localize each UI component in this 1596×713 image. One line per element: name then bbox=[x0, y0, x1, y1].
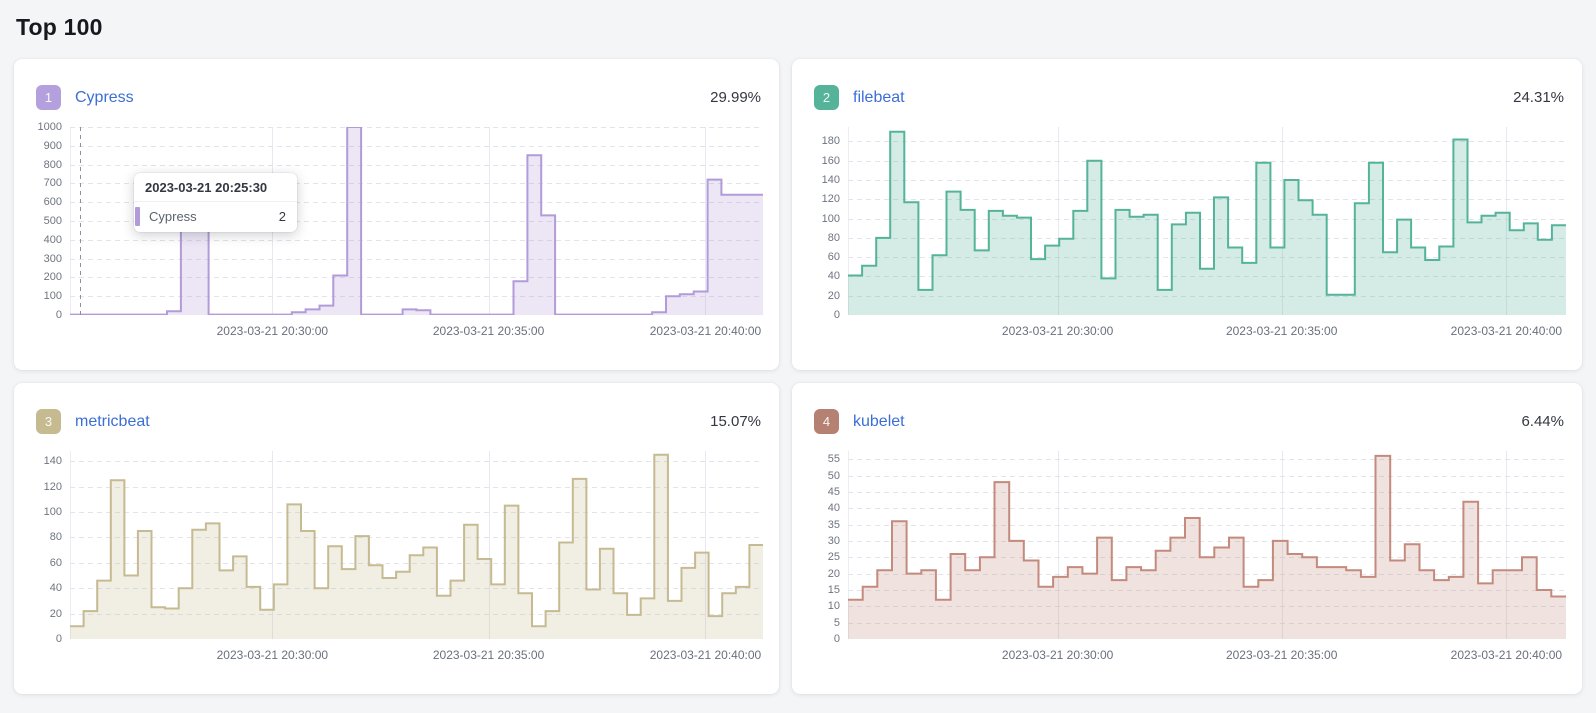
x-axis-label: 2023-03-21 20:30:00 bbox=[216, 648, 329, 662]
y-axis-label: 140 bbox=[43, 455, 62, 468]
tooltip-row: Cypress 2 bbox=[134, 202, 297, 232]
y-axis-label: 45 bbox=[827, 485, 840, 498]
x-axis: 2023-03-21 20:30:00 2023-03-21 20:35:00 20… bbox=[70, 319, 763, 341]
x-axis-label: 2023-03-21 20:30:00 bbox=[1001, 324, 1114, 338]
y-axis-label: 30 bbox=[827, 534, 840, 547]
chart-card-metricbeat: 3 metricbeat 15.07% 0 20 40 60 80 100 120 140 2… bbox=[14, 383, 779, 694]
y-axis-label: 0 bbox=[833, 309, 840, 321]
y-axis-label: 5 bbox=[833, 616, 840, 629]
percentage-value: 6.44% bbox=[1521, 413, 1564, 430]
x-axis: 2023-03-21 20:30:00 2023-03-21 20:35:00 20… bbox=[848, 319, 1566, 341]
rank-badge: 4 bbox=[814, 409, 839, 434]
chart-card-filebeat: 2 filebeat 24.31% 0 20 40 60 80 100 120 140 160 1… bbox=[792, 59, 1582, 370]
y-axis-label: 100 bbox=[43, 290, 62, 303]
x-axis-label: 2023-03-21 20:35:00 bbox=[1225, 324, 1338, 338]
y-axis-label: 50 bbox=[827, 469, 840, 482]
series-link-metricbeat[interactable]: metricbeat bbox=[75, 412, 150, 430]
rank-badge: 1 bbox=[36, 85, 61, 110]
step-area-chart: 0 100 200 300 400 500 600 700 800 900 1000 2023-03… bbox=[32, 121, 763, 341]
y-axis: 0 20 40 60 80 100 120 140 bbox=[32, 451, 70, 645]
y-axis-label: 55 bbox=[827, 453, 840, 466]
y-axis-label: 140 bbox=[821, 174, 840, 187]
step-area-chart: 0 20 40 60 80 100 120 140 160 180 2023-03-21 20:3… bbox=[810, 127, 1566, 341]
plot-area[interactable]: 2023-03-21 20:25:30 Cypress 2 bbox=[70, 127, 763, 315]
y-axis-label: 800 bbox=[43, 158, 62, 171]
step-area-chart: 0 20 40 60 80 100 120 140 2023-03-21 20:30:00 20… bbox=[32, 451, 763, 665]
y-axis-label: 900 bbox=[43, 139, 62, 152]
card-header: 2 filebeat 24.31% bbox=[810, 85, 1566, 110]
y-axis-label: 100 bbox=[821, 212, 840, 225]
x-axis-label: 2023-03-21 20:40:00 bbox=[1450, 324, 1563, 338]
y-axis-label: 200 bbox=[43, 271, 62, 284]
y-axis-label: 1000 bbox=[37, 121, 62, 133]
percentage-value: 29.99% bbox=[710, 89, 761, 106]
y-axis-label: 60 bbox=[827, 251, 840, 264]
y-axis: 0 20 40 60 80 100 120 140 160 180 bbox=[810, 127, 848, 321]
y-axis-label: 300 bbox=[43, 252, 62, 265]
y-axis-label: 15 bbox=[827, 583, 840, 596]
rank-badge: 2 bbox=[814, 85, 839, 110]
y-axis-label: 20 bbox=[827, 567, 840, 580]
y-axis-label: 40 bbox=[49, 582, 62, 595]
card-header: 4 kubelet 6.44% bbox=[810, 409, 1566, 434]
charts-grid: 1 Cypress 29.99% 0 100 200 300 400 500 600 700 8… bbox=[14, 59, 1582, 694]
y-axis-label: 80 bbox=[49, 531, 62, 544]
chart-tooltip: 2023-03-21 20:25:30 Cypress 2 bbox=[134, 173, 297, 232]
y-axis-label: 0 bbox=[55, 309, 62, 321]
series-marker-icon bbox=[135, 207, 140, 226]
series-link-kubelet[interactable]: kubelet bbox=[853, 412, 905, 430]
x-axis-label: 2023-03-21 20:35:00 bbox=[1225, 648, 1338, 662]
y-axis-label: 0 bbox=[55, 633, 62, 645]
y-axis-label: 80 bbox=[827, 231, 840, 244]
y-axis-label: 700 bbox=[43, 177, 62, 190]
y-axis-label: 40 bbox=[827, 270, 840, 283]
step-area-chart: 0 5 10 15 20 25 30 35 40 45 50 55 2023-03-21 20:30:… bbox=[810, 451, 1566, 665]
chart-card-cypress: 1 Cypress 29.99% 0 100 200 300 400 500 600 700 8… bbox=[14, 59, 779, 370]
y-axis-label: 120 bbox=[821, 193, 840, 206]
x-axis-label: 2023-03-21 20:35:00 bbox=[432, 648, 545, 662]
page-title: Top 100 bbox=[16, 14, 103, 40]
y-axis-label: 20 bbox=[49, 607, 62, 620]
y-axis-label: 60 bbox=[49, 556, 62, 569]
percentage-value: 15.07% bbox=[710, 413, 761, 430]
card-header: 3 metricbeat 15.07% bbox=[32, 409, 763, 434]
series-link-cypress[interactable]: Cypress bbox=[75, 88, 134, 106]
y-axis-label: 500 bbox=[43, 215, 62, 227]
y-axis-label: 120 bbox=[43, 480, 62, 493]
card-header: 1 Cypress 29.99% bbox=[32, 85, 763, 110]
tooltip-timestamp: 2023-03-21 20:25:30 bbox=[134, 173, 297, 202]
y-axis-label: 35 bbox=[827, 518, 840, 531]
series-link-filebeat[interactable]: filebeat bbox=[853, 88, 905, 106]
y-axis-label: 160 bbox=[821, 154, 840, 167]
percentage-value: 24.31% bbox=[1513, 89, 1564, 106]
chart-card-kubelet: 4 kubelet 6.44% 0 5 10 15 20 25 30 35 40 45 50 55 2… bbox=[792, 383, 1582, 694]
x-axis: 2023-03-21 20:30:00 2023-03-21 20:35:00 20… bbox=[70, 643, 763, 665]
x-axis: 2023-03-21 20:30:00 2023-03-21 20:35:00 20… bbox=[848, 643, 1566, 665]
x-axis-label: 2023-03-21 20:30:00 bbox=[216, 324, 329, 338]
y-axis-label: 10 bbox=[827, 600, 840, 613]
y-axis-label: 40 bbox=[827, 502, 840, 515]
plot-area[interactable] bbox=[848, 451, 1566, 639]
y-axis-label: 25 bbox=[827, 551, 840, 564]
y-axis-label: 600 bbox=[43, 196, 62, 209]
tooltip-series-name: Cypress bbox=[149, 209, 197, 224]
y-axis-label: 0 bbox=[833, 633, 840, 645]
x-axis-label: 2023-03-21 20:40:00 bbox=[649, 648, 762, 662]
y-axis-label: 20 bbox=[827, 289, 840, 302]
y-axis: 0 5 10 15 20 25 30 35 40 45 50 55 bbox=[810, 451, 848, 645]
x-axis-label: 2023-03-21 20:30:00 bbox=[1001, 648, 1114, 662]
tooltip-value: 2 bbox=[278, 209, 286, 224]
y-axis-label: 400 bbox=[43, 233, 62, 246]
y-axis-label: 100 bbox=[43, 505, 62, 518]
x-axis-label: 2023-03-21 20:40:00 bbox=[1450, 648, 1563, 662]
rank-badge: 3 bbox=[36, 409, 61, 434]
plot-area[interactable] bbox=[70, 451, 763, 639]
x-axis-label: 2023-03-21 20:35:00 bbox=[432, 324, 545, 338]
y-axis: 0 100 200 300 400 500 600 700 800 900 1000 bbox=[32, 121, 70, 321]
plot-area[interactable] bbox=[848, 127, 1566, 315]
x-axis-label: 2023-03-21 20:40:00 bbox=[649, 324, 762, 338]
y-axis-label: 180 bbox=[821, 135, 840, 148]
